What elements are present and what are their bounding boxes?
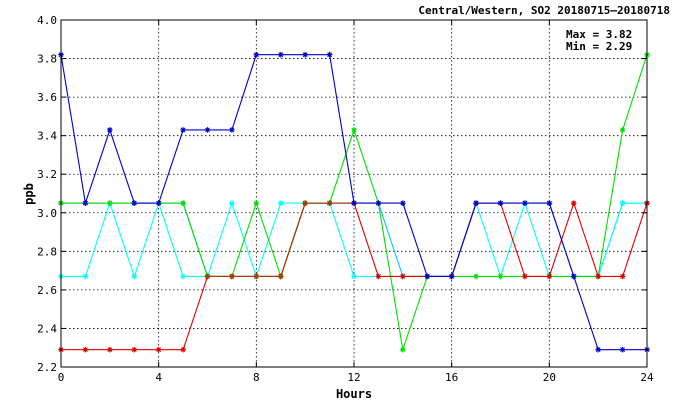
data-point-marker <box>473 200 479 206</box>
data-point-marker <box>180 273 186 280</box>
series-4 <box>204 200 357 280</box>
data-point-marker <box>619 273 626 280</box>
x-tick-label: 12 <box>347 371 360 384</box>
data-point-marker <box>619 127 626 133</box>
data-point-marker <box>400 346 406 353</box>
data-point-marker <box>107 200 113 206</box>
data-point-marker <box>546 200 553 206</box>
y-tick-label: 2.2 <box>37 361 57 374</box>
y-tick-label: 3.2 <box>37 168 57 181</box>
data-point-marker <box>351 200 357 206</box>
data-point-marker <box>180 346 186 353</box>
data-point-marker <box>253 200 260 206</box>
y-tick-label: 3.6 <box>37 91 57 104</box>
data-point-marker <box>82 200 89 206</box>
x-tick-label: 24 <box>640 371 654 384</box>
data-point-marker <box>375 200 382 206</box>
data-point-marker <box>82 273 89 280</box>
data-point-marker <box>595 346 601 353</box>
data-point-marker <box>229 127 235 133</box>
data-point-marker <box>180 200 186 206</box>
data-point-marker <box>400 200 406 206</box>
y-tick-label: 3.0 <box>37 207 57 220</box>
data-point-marker <box>546 273 553 280</box>
y-tick-label: 2.4 <box>37 322 57 335</box>
x-tick-label: 8 <box>253 371 260 384</box>
data-point-marker <box>229 273 235 280</box>
axis-ticks <box>60 19 648 368</box>
series-line <box>207 202 354 277</box>
x-axis-title: Hours <box>336 387 372 401</box>
data-point-marker <box>82 346 89 353</box>
data-point-marker <box>570 200 577 206</box>
y-axis-title: ppb <box>22 183 36 205</box>
data-point-marker <box>277 273 284 280</box>
data-point-marker <box>326 200 333 206</box>
series-5 <box>58 51 650 353</box>
data-point-marker <box>424 273 431 280</box>
data-point-marker <box>155 346 162 353</box>
data-point-marker <box>302 200 308 206</box>
data-point-marker <box>131 346 138 353</box>
data-point-marker <box>473 273 479 280</box>
data-point-marker <box>107 346 113 353</box>
data-point-marker <box>131 273 138 280</box>
y-tick-label: 3.4 <box>37 130 57 143</box>
min-annotation: Min = 2.29 <box>566 40 632 53</box>
data-point-marker <box>400 273 406 280</box>
x-tick-label: 4 <box>155 371 162 384</box>
data-point-marker <box>351 127 357 133</box>
y-tick-label: 2.6 <box>37 284 57 297</box>
data-point-marker <box>204 127 211 133</box>
data-point-marker <box>570 273 577 280</box>
data-point-marker <box>155 200 162 206</box>
y-tick-label: 2.8 <box>37 245 57 258</box>
data-point-marker <box>302 51 308 58</box>
series-lines <box>58 51 650 353</box>
data-point-marker <box>619 346 626 353</box>
data-point-marker <box>522 200 528 206</box>
data-point-marker <box>131 200 138 206</box>
data-point-marker <box>522 273 528 280</box>
chart-title: Central/Western, SO2 20180715–20180718 <box>418 4 670 17</box>
data-point-marker <box>107 127 113 133</box>
data-point-marker <box>204 273 211 280</box>
x-tick-label: 16 <box>445 371 458 384</box>
data-point-marker <box>351 273 357 280</box>
data-point-marker <box>619 200 626 206</box>
x-tick-labels: 0 4 8 12 16 20 24 <box>58 371 654 384</box>
x-tick-label: 20 <box>543 371 556 384</box>
x-tick-label: 0 <box>58 371 65 384</box>
data-point-marker <box>375 273 382 280</box>
data-point-marker <box>448 273 455 280</box>
data-point-marker <box>277 51 284 58</box>
data-point-marker <box>253 273 260 280</box>
data-point-marker <box>326 51 333 58</box>
data-point-marker <box>497 200 504 206</box>
max-annotation: Max = 3.82 <box>566 28 632 41</box>
grid <box>61 20 647 367</box>
data-point-marker <box>277 200 284 206</box>
y-tick-labels: 2.2 2.4 2.6 2.8 3.0 3.2 3.4 3.6 3.8 4.0 <box>37 14 57 374</box>
data-point-marker <box>253 51 260 58</box>
data-point-marker <box>180 127 186 133</box>
y-tick-label: 3.8 <box>37 53 57 66</box>
data-point-marker <box>497 273 504 280</box>
y-tick-label: 4.0 <box>37 14 57 27</box>
data-point-marker <box>229 200 235 206</box>
data-point-marker <box>595 273 601 280</box>
